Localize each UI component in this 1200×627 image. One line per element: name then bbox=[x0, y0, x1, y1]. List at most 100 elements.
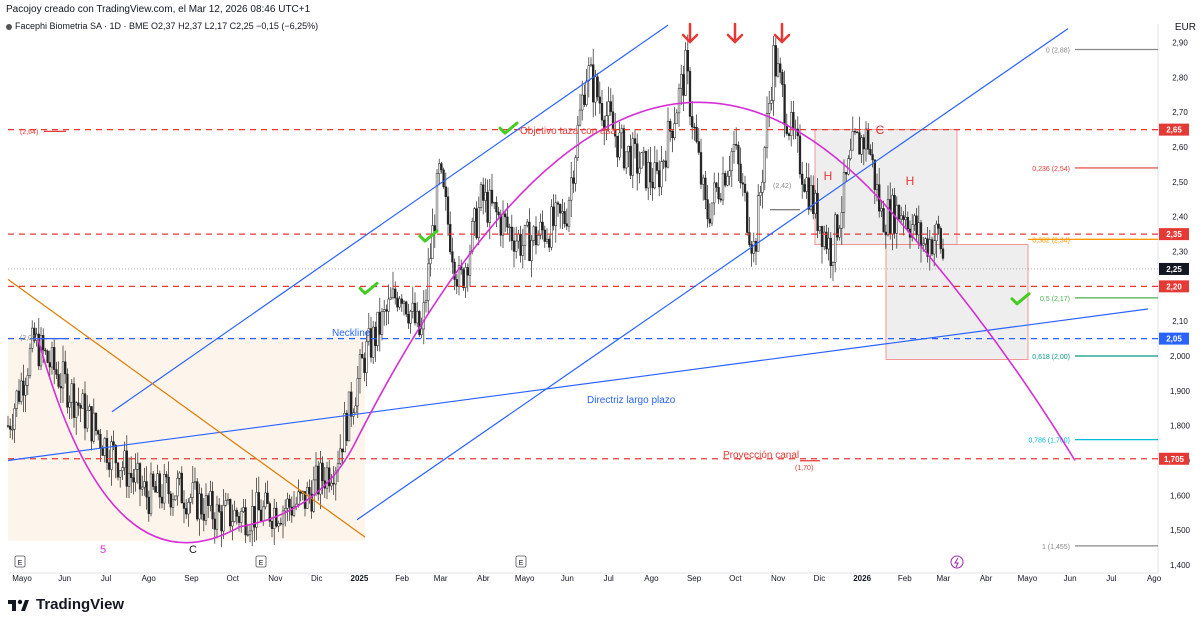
tradingview-footer[interactable]: TradingView bbox=[8, 596, 124, 613]
x-tick-label: Dic bbox=[311, 574, 323, 583]
candle-body bbox=[486, 192, 489, 223]
candle-body bbox=[735, 144, 738, 146]
candle-body bbox=[937, 223, 940, 229]
candle-body bbox=[763, 147, 766, 183]
candle-body bbox=[358, 353, 362, 379]
candle-body bbox=[420, 328, 423, 336]
candle-body bbox=[334, 470, 337, 485]
candle-body bbox=[176, 478, 179, 497]
candle-body bbox=[675, 112, 678, 124]
candle-body bbox=[308, 487, 311, 495]
candle-body bbox=[116, 462, 120, 478]
candle-body bbox=[875, 184, 879, 190]
y-tick-label: 2,40 bbox=[1172, 213, 1188, 222]
candle-body bbox=[372, 326, 375, 358]
candle-body bbox=[125, 450, 128, 487]
candle-body bbox=[765, 113, 769, 148]
pattern-h-right: H bbox=[906, 174, 915, 188]
candle-body bbox=[20, 380, 23, 402]
candle-body bbox=[497, 211, 500, 216]
candle-body bbox=[510, 226, 513, 242]
candle-body bbox=[515, 240, 518, 252]
candle-body bbox=[347, 391, 351, 442]
candle-body bbox=[222, 504, 225, 532]
candle-body bbox=[341, 448, 344, 453]
candle-body bbox=[226, 499, 230, 501]
fib-label: 0,5 (2,17) bbox=[1040, 296, 1070, 303]
candle-body bbox=[136, 463, 139, 470]
x-tick-label: 2026 bbox=[853, 574, 871, 583]
candle-body bbox=[22, 380, 25, 396]
candle-body bbox=[578, 109, 582, 126]
candle-body bbox=[726, 175, 729, 186]
wave-c-label: C bbox=[189, 544, 197, 556]
candle-body bbox=[792, 112, 795, 130]
candle-body bbox=[46, 350, 49, 363]
candle-body bbox=[121, 467, 124, 471]
candle-body bbox=[328, 467, 331, 487]
candle-body bbox=[435, 173, 439, 232]
candle-body bbox=[479, 184, 483, 208]
candle-body bbox=[409, 311, 412, 324]
candle-body bbox=[825, 231, 828, 250]
candle-body bbox=[110, 441, 113, 470]
candle-body bbox=[629, 145, 632, 176]
candle-body bbox=[488, 189, 491, 223]
candle-body bbox=[270, 521, 274, 529]
candle-body bbox=[495, 202, 498, 213]
candle-body bbox=[376, 311, 379, 346]
candle-body bbox=[743, 183, 747, 193]
down-arrow-icon bbox=[681, 22, 699, 44]
candle-body bbox=[213, 518, 216, 530]
cup-arc bbox=[37, 101, 1076, 544]
candle-body bbox=[508, 226, 511, 229]
candle-body bbox=[237, 516, 241, 523]
candle-body bbox=[530, 240, 533, 261]
candle-body bbox=[768, 103, 771, 114]
y-tick-label: 2,000 bbox=[1170, 352, 1191, 361]
wave-5-label: 5 bbox=[100, 544, 106, 556]
y-tick-label: 2,80 bbox=[1172, 73, 1188, 82]
candle-body bbox=[625, 151, 628, 169]
candle-body bbox=[829, 237, 832, 266]
candle-body bbox=[779, 63, 782, 73]
candle-body bbox=[361, 353, 364, 359]
candle-body bbox=[220, 511, 223, 532]
candle-body bbox=[644, 150, 648, 189]
x-tick-label: Mayo bbox=[1018, 574, 1038, 583]
candle-body bbox=[728, 170, 731, 177]
candle-body bbox=[862, 137, 865, 150]
x-tick-label: Jun bbox=[561, 574, 574, 583]
candle-body bbox=[61, 361, 65, 389]
candle-body bbox=[108, 462, 111, 470]
candle-body bbox=[928, 239, 931, 257]
check-icon bbox=[358, 281, 379, 295]
candle-body bbox=[132, 477, 135, 483]
candle-body bbox=[658, 170, 661, 188]
candle-body bbox=[572, 177, 575, 184]
candle-body bbox=[666, 121, 670, 168]
level-tag-label: 2,05 bbox=[1166, 335, 1182, 344]
candle-body bbox=[215, 504, 219, 530]
downtrend-line bbox=[7, 278, 366, 538]
x-tick-label: Mar bbox=[936, 574, 950, 583]
candle-body bbox=[664, 160, 667, 168]
y-tick-label: 1,600 bbox=[1170, 491, 1191, 500]
candle-body bbox=[677, 88, 681, 114]
candle-body bbox=[506, 216, 509, 228]
down-arrow-icon bbox=[726, 22, 744, 44]
candle-body bbox=[803, 184, 806, 192]
candle-body bbox=[180, 472, 183, 504]
y-tick-label: 1,800 bbox=[1170, 422, 1191, 431]
candle-body bbox=[504, 213, 507, 218]
candle-body bbox=[620, 128, 623, 134]
candle-body bbox=[413, 302, 417, 324]
candle-body bbox=[33, 327, 36, 341]
candle-body bbox=[363, 357, 366, 373]
y-tick-label: 2,90 bbox=[1172, 39, 1188, 48]
candle-body bbox=[394, 288, 397, 299]
event-marker-icon bbox=[255, 555, 267, 568]
candle-body bbox=[853, 131, 857, 133]
candle-body bbox=[715, 182, 718, 188]
